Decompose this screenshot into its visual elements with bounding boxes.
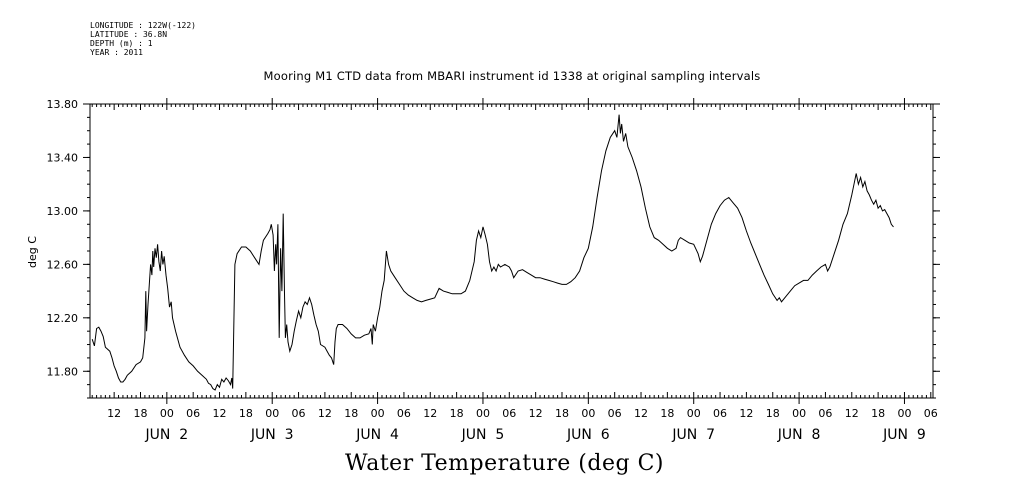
x-hour-label: 12 <box>107 407 121 420</box>
x-hour-label: 00 <box>476 407 490 420</box>
x-day-label: JUN 7 <box>671 427 715 443</box>
x-hour-label: 12 <box>318 407 332 420</box>
x-hour-label: 12 <box>213 407 227 420</box>
x-day-label: JUN 4 <box>355 427 399 443</box>
x-hour-label: 00 <box>160 407 174 420</box>
x-day-label: JUN 3 <box>250 427 294 443</box>
x-hour-label: 18 <box>871 407 885 420</box>
x-hour-label: 06 <box>713 407 727 420</box>
y-tick-label: 11.80 <box>47 365 79 378</box>
x-hour-label: 12 <box>423 407 437 420</box>
x-hour-label: 18 <box>450 407 464 420</box>
y-tick-label: 12.20 <box>47 312 79 325</box>
x-day-label: JUN 9 <box>882 427 926 443</box>
x-hour-label: 12 <box>845 407 859 420</box>
x-hour-label: 00 <box>581 407 595 420</box>
y-tick-label: 13.80 <box>47 98 79 111</box>
x-day-label: JUN 2 <box>145 427 189 443</box>
x-day-label: JUN 5 <box>461 427 505 443</box>
x-hour-label: 12 <box>739 407 753 420</box>
x-hour-label: 18 <box>660 407 674 420</box>
x-hour-label: 06 <box>502 407 516 420</box>
chart-title: Mooring M1 CTD data from MBARI instrumen… <box>263 69 761 83</box>
meta-longitude: LONGITUDE : 122W(-122) <box>90 21 196 30</box>
x-hour-label: 18 <box>239 407 253 420</box>
x-hour-label: 18 <box>133 407 147 420</box>
x-hour-label: 00 <box>897 407 911 420</box>
y-axis-label: deg C <box>26 236 39 268</box>
y-tick-label: 12.60 <box>47 258 79 271</box>
x-hour-label: 06 <box>292 407 306 420</box>
x-day-label: JUN 6 <box>566 427 610 443</box>
meta-year: YEAR : 2011 <box>90 48 143 57</box>
x-axis-title: Water Temperature (deg C) <box>345 451 664 476</box>
x-hour-label: 06 <box>818 407 832 420</box>
x-hour-label: 00 <box>371 407 385 420</box>
x-hour-label: 00 <box>687 407 701 420</box>
plot-frame <box>89 103 934 399</box>
x-hour-label: 00 <box>265 407 279 420</box>
x-hour-label: 06 <box>186 407 200 420</box>
x-day-label: JUN 8 <box>777 427 821 443</box>
series-line-water-temperature <box>91 114 894 391</box>
y-tick-label: 13.40 <box>47 151 79 164</box>
x-hour-label: 12 <box>634 407 648 420</box>
meta-latitude: LATITUDE : 36.8N <box>90 30 168 39</box>
x-hour-label: 18 <box>766 407 780 420</box>
x-hour-label: 12 <box>529 407 543 420</box>
x-hour-label: 18 <box>344 407 358 420</box>
x-hour-label: 06 <box>397 407 411 420</box>
x-hour-label: 00 <box>792 407 806 420</box>
x-hour-label: 06 <box>608 407 622 420</box>
meta-depth: DEPTH (m) : 1 <box>90 39 153 48</box>
y-tick-label: 13.00 <box>47 205 79 218</box>
x-hour-label: 06 <box>924 407 938 420</box>
header-metadata: LONGITUDE : 122W(-122) LATITUDE : 36.8N … <box>90 21 196 57</box>
x-hour-label: 18 <box>555 407 569 420</box>
